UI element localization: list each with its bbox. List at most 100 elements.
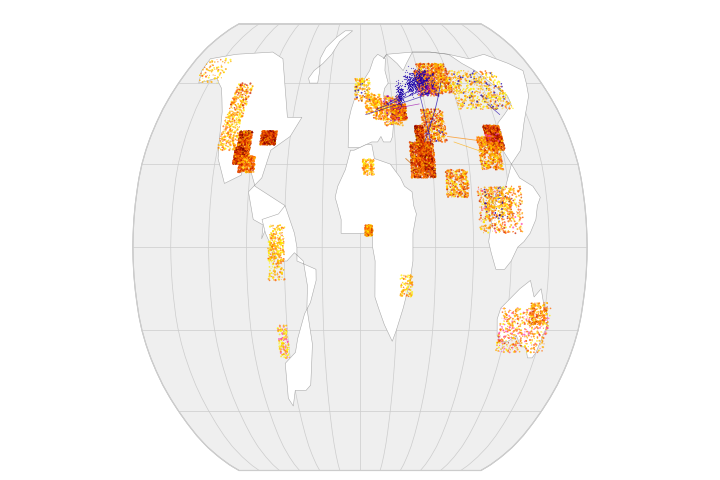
Point [234,148,246,156]
Point [421,63,433,71]
Point [229,158,240,166]
Point [371,108,382,116]
Point [428,169,439,177]
Point [256,139,267,146]
Point [426,162,438,170]
Point [449,187,460,194]
Point [487,122,498,130]
Point [234,86,246,94]
Point [425,74,436,82]
Point [233,138,245,146]
Point [276,274,288,281]
Point [420,166,432,173]
Point [413,149,425,156]
Point [234,153,246,160]
Point [433,116,444,124]
Point [395,107,407,115]
Point [265,138,276,145]
Point [360,162,372,170]
Point [435,65,446,72]
Point [259,132,271,140]
Point [228,96,240,103]
Point [392,96,404,104]
Point [418,135,430,143]
Point [487,209,498,216]
Point [238,152,250,159]
Point [451,168,462,175]
Point [236,139,248,147]
Point [438,72,450,80]
Point [230,152,241,159]
Point [235,93,246,100]
Point [389,113,400,120]
Point [236,142,248,149]
Point [485,142,496,149]
Point [428,167,440,175]
Point [449,184,460,192]
Point [466,89,477,97]
Point [395,100,406,108]
Point [479,96,490,104]
Point [267,233,279,241]
Point [406,84,418,91]
Point [448,78,459,86]
Point [409,145,420,153]
Point [482,139,493,146]
Point [487,126,498,133]
Point [487,128,498,136]
Point [485,128,496,136]
Point [489,138,500,145]
Point [381,112,392,120]
Point [498,144,509,152]
Point [391,106,402,113]
Point [429,77,441,85]
Point [266,133,278,141]
Point [425,92,436,100]
Point [495,183,506,191]
Point [495,187,507,195]
Point [412,165,423,173]
Point [392,84,404,92]
Point [389,114,400,121]
Point [417,89,428,97]
Point [237,144,248,152]
Point [485,205,497,213]
Point [237,153,248,161]
Point [230,154,242,162]
Point [415,155,426,162]
Point [390,109,401,117]
Point [241,166,253,174]
Point [423,164,434,171]
Point [521,306,532,313]
Point [505,202,516,209]
Point [400,107,412,115]
Point [427,87,438,95]
Point [464,96,476,104]
Point [501,94,513,102]
Point [422,109,433,117]
Point [358,161,369,169]
Point [501,193,513,201]
Point [422,140,433,147]
Point [487,126,498,133]
Point [513,339,525,347]
Point [433,62,444,70]
Point [426,75,438,83]
Point [412,70,423,78]
Point [365,165,377,173]
Point [264,257,275,265]
Point [482,186,494,194]
Point [268,260,279,268]
Point [419,146,431,154]
Point [365,171,377,179]
Point [230,160,241,168]
Point [444,171,456,179]
Point [430,83,441,90]
Point [361,227,373,234]
Point [410,132,422,140]
Point [413,123,425,131]
Point [275,338,287,346]
Point [413,162,425,169]
Point [516,194,527,202]
Point [426,167,437,174]
